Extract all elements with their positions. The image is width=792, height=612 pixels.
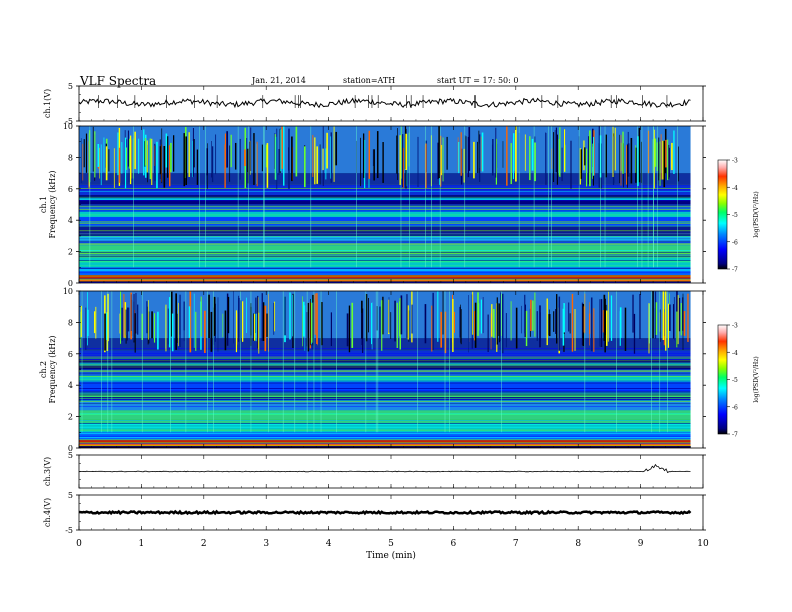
- start-time-label: start UT = 17: 50: 0: [437, 76, 518, 85]
- x-tick-label: 0: [76, 539, 82, 549]
- frequency-band-9: [79, 410, 691, 423]
- x-tick-label: 8: [575, 539, 581, 549]
- x-axis-label: Time (min): [366, 550, 416, 561]
- frequency-band-10: [79, 257, 691, 268]
- frequency-band-6: [79, 382, 691, 392]
- frequency-band-8: [79, 235, 691, 246]
- frequency-band-13: [79, 443, 691, 447]
- frequency-band-10: [79, 422, 691, 433]
- narrowband-lines: [79, 348, 691, 447]
- colorbar-tick-label: -3: [732, 158, 738, 165]
- y-axis-label: ch.1(V): [43, 89, 52, 118]
- y-tick-label: 2: [68, 248, 73, 257]
- colorbar-tick-label: -4: [732, 350, 738, 357]
- x-tick-label: 10: [697, 539, 709, 549]
- colorbar-label: log(PSD(V²/Hz): [753, 191, 760, 238]
- trace: [78, 95, 691, 109]
- colorbar-label: log(PSD(V²/Hz): [753, 356, 760, 403]
- frequency-band-1: [79, 338, 691, 351]
- colorbar-1: -3 -4 -5 -6 -7 log(PSD(V²/Hz): [717, 158, 760, 274]
- panel-4: 5 ch.3(V): [43, 451, 706, 489]
- frequency-band-5: [79, 210, 691, 218]
- colorbar-tick-label: -3: [732, 323, 738, 330]
- sferic-streaks: [80, 291, 689, 433]
- y-tick-label: 0: [68, 279, 73, 288]
- frequency-band-8: [79, 400, 691, 411]
- x-tick-label: 6: [451, 539, 457, 549]
- frequency-band-1: [79, 173, 691, 186]
- frequency-band-11: [79, 267, 691, 276]
- trace: [78, 463, 691, 474]
- time-axis: 0 1 2 3 4 5 6 7 8 9 10 Time (min): [76, 539, 709, 561]
- colorbar-tick-label: -5: [732, 212, 738, 219]
- y-tick-label: -5: [65, 526, 73, 535]
- trace-line: [78, 509, 692, 516]
- x-tick-label: 3: [263, 539, 269, 549]
- y-tick-label: 6: [68, 350, 73, 359]
- station-label: station=ATH: [343, 76, 395, 85]
- frequency-band-2: [79, 185, 691, 196]
- colorbar-2: -3 -4 -5 -6 -7 log(PSD(V²/Hz): [717, 323, 760, 439]
- trace-line: [78, 463, 691, 474]
- panel-5: 5 -5 ch.4(V): [43, 491, 706, 535]
- panel-1: 5 -5 ch.1(V): [43, 82, 706, 126]
- chart-title: VLF Spectra: [79, 74, 156, 88]
- frequency-band-0: [79, 291, 691, 339]
- frequency-band-12: [79, 275, 691, 279]
- y-tick-label: 8: [68, 318, 73, 327]
- frequency-band-9: [79, 245, 691, 258]
- panel-3: 0 2 4 6 8 10 ch.2 Frequency (kHz): [39, 287, 706, 453]
- frequency-band-2: [79, 350, 691, 361]
- y-tick-label: 5: [68, 491, 73, 500]
- frequency-band-14: [79, 446, 691, 448]
- colorbar-scale: [717, 159, 728, 270]
- y-tick-label: 10: [63, 287, 73, 296]
- colorbar-tick-label: -4: [732, 185, 738, 192]
- x-tick-label: 5: [388, 539, 394, 549]
- y-tick-label: 5: [68, 451, 73, 460]
- y-tick-label: 0: [68, 444, 73, 453]
- colorbar-tick-label: -6: [732, 239, 738, 246]
- colorbar-tick-label: -5: [732, 377, 738, 384]
- y-axis-label: ch.1: [39, 196, 48, 213]
- trace-line: [78, 97, 691, 109]
- colorbars-group: -3 -4 -5 -6 -7 log(PSD(V²/Hz) -3 -4 -5 -6 -7 log(PS…: [717, 158, 760, 439]
- y-tick-label: 2: [68, 413, 73, 422]
- panel-2: 0 2 4 6 8 10 ch.1 Frequency (kHz): [39, 122, 706, 288]
- x-tick-label: 7: [513, 539, 519, 549]
- y-tick-label: 6: [68, 185, 73, 194]
- y-axis-label: ch.4(V): [43, 498, 52, 527]
- x-tick-label: 9: [638, 539, 644, 549]
- y-tick-label: -5: [65, 117, 73, 126]
- trace: [78, 509, 692, 516]
- x-tick-label: 4: [326, 539, 332, 549]
- x-tick-label: 1: [139, 539, 145, 549]
- y-tick-label: 8: [68, 153, 73, 162]
- date-label: Jan. 21, 2014: [251, 76, 306, 85]
- frequency-band-12: [79, 440, 691, 444]
- colorbar-tick-label: -6: [732, 404, 738, 411]
- y-axis-label: Frequency (kHz): [48, 170, 57, 238]
- colorbar-tick-label: -7: [732, 432, 738, 439]
- y-tick-label: 4: [68, 216, 73, 225]
- y-tick-label: 4: [68, 381, 73, 390]
- y-axis-label: ch.2: [39, 361, 48, 378]
- frequency-band-5: [79, 375, 691, 383]
- colorbar-scale: [717, 324, 728, 435]
- y-axis-label: Frequency (kHz): [48, 335, 57, 403]
- y-axis-label: ch.3(V): [43, 457, 52, 486]
- frequency-band-7: [79, 226, 691, 236]
- sferic-streaks: [80, 126, 679, 268]
- narrowband-lines: [79, 184, 691, 283]
- x-tick-label: 2: [201, 539, 207, 549]
- colorbar-tick-label: -7: [732, 267, 738, 274]
- y-tick-label: 10: [63, 122, 73, 131]
- y-tick-label: 5: [68, 82, 73, 91]
- frequency-band-4: [79, 369, 691, 376]
